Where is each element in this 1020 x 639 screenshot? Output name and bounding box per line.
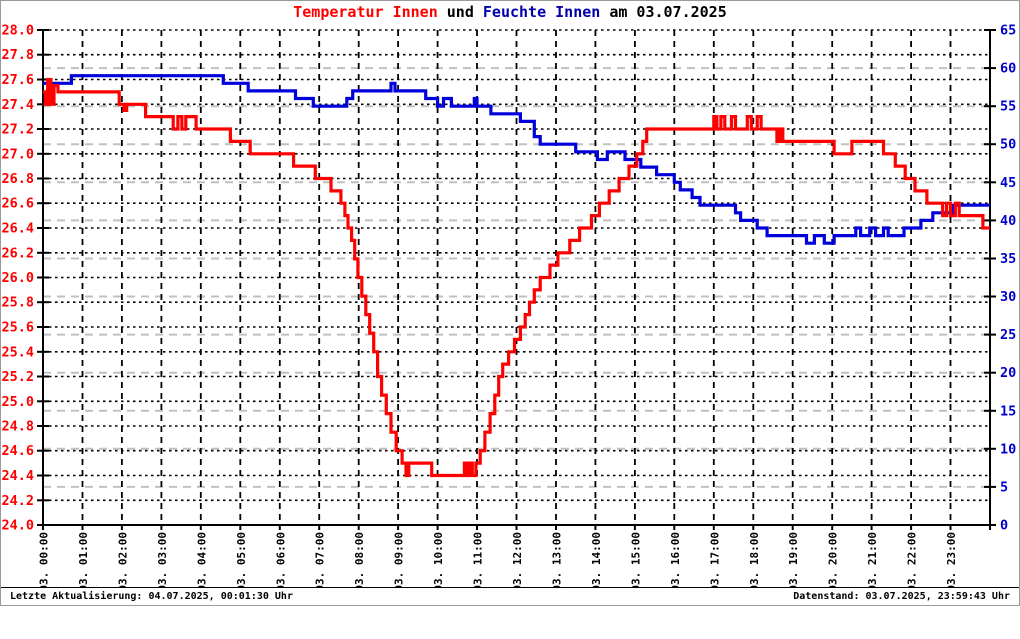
title-connector: und: [437, 3, 483, 21]
humidity-line: [43, 74, 990, 245]
x-axis-label: 03. 23:00: [945, 532, 958, 592]
right-axis-label: 15: [1000, 403, 1016, 419]
x-axis-label: 03. 03:00: [156, 532, 169, 592]
left-axis-label: 27.4: [1, 97, 34, 113]
right-axis-label: 25: [1000, 327, 1016, 343]
left-axis-label: 26.8: [1, 171, 34, 187]
x-axis-label: 03. 09:00: [393, 532, 406, 592]
data-timestamp-text: Datenstand: 03.07.2025, 23:59:43 Uhr: [793, 591, 1010, 602]
left-axis-label: 26.6: [1, 196, 34, 212]
left-axis-label: 24.0: [1, 518, 34, 534]
right-axis-label: 45: [1000, 175, 1016, 191]
x-axis-label: 03. 00:00: [38, 532, 51, 592]
left-axis-label: 26.4: [1, 221, 34, 237]
title-humidity-label: Feuchte Innen: [482, 3, 601, 21]
x-axis-label: 03. 11:00: [472, 532, 485, 592]
left-axis-label: 24.8: [1, 419, 34, 435]
left-axis-label: 27.2: [1, 122, 34, 138]
right-axis-label: 55: [1000, 99, 1016, 115]
left-axis-label: 26.2: [1, 245, 34, 261]
left-axis-label: 25.4: [1, 344, 34, 360]
left-axis-label: 24.4: [1, 468, 34, 484]
left-axis-label: 27.6: [1, 72, 34, 88]
right-axis-label: 50: [1000, 137, 1016, 153]
left-axis-label: 27.8: [1, 47, 34, 63]
left-axis-label: 28.0: [1, 23, 34, 39]
title-date-suffix: am 03.07.2025: [600, 3, 727, 21]
x-axis-label: 03. 18:00: [748, 532, 761, 592]
left-axis-label: 25.8: [1, 295, 34, 311]
x-axis-label: 03. 21:00: [866, 532, 879, 592]
right-axis-label: 0: [1000, 518, 1008, 534]
left-axis-label: 26.0: [1, 270, 34, 286]
right-axis-label: 5: [1000, 479, 1008, 495]
last-update-text: Letzte Aktualisierung: 04.07.2025, 00:01…: [10, 591, 293, 602]
left-axis-label: 25.2: [1, 369, 34, 385]
right-axis-label: 65: [1000, 23, 1016, 39]
x-axis-label: 03. 12:00: [511, 532, 524, 592]
right-axis-label: 60: [1000, 61, 1016, 77]
x-axis-label: 03. 14:00: [590, 532, 603, 592]
footer-bar: Letzte Aktualisierung: 04.07.2025, 00:01…: [0, 587, 1020, 606]
right-axis-label: 20: [1000, 365, 1016, 381]
x-axis-label: 03. 02:00: [116, 532, 129, 592]
x-axis-label: 03. 16:00: [669, 532, 682, 592]
left-axis-label: 27.0: [1, 146, 34, 162]
x-axis-label: 03. 17:00: [708, 532, 721, 592]
chart-canvas: 28.0 27.8 27.6 27.4 27.2 27.0 26.8 26.6 26.4 26.2…: [1, 23, 1016, 592]
left-axis-label: 24.6: [1, 443, 34, 459]
temperature-line: [43, 77, 990, 478]
x-axis-label: 03. 13:00: [551, 532, 564, 592]
x-axis-label: 03. 06:00: [274, 532, 287, 592]
x-axis-label: 03. 05:00: [235, 532, 248, 592]
x-axis-label: 03. 04:00: [195, 532, 208, 592]
x-axis-label: 03. 10:00: [432, 532, 445, 592]
right-axis-label: 30: [1000, 289, 1016, 305]
x-axis-label: 03. 20:00: [827, 532, 840, 592]
x-axis-label: 03. 19:00: [787, 532, 800, 592]
right-axis-label: 10: [1000, 441, 1016, 457]
left-axis-label: 24.2: [1, 493, 34, 509]
x-axis-label: 03. 01:00: [77, 532, 90, 592]
left-axis-label: 25.6: [1, 320, 34, 336]
x-axis-label: 03. 15:00: [629, 532, 642, 592]
x-axis-label: 03. 22:00: [906, 532, 919, 592]
left-axis-label: 25.0: [1, 394, 34, 410]
chart-title: Temperatur Innen und Feuchte Innen am 03…: [0, 3, 1020, 21]
x-axis-label: 03. 07:00: [314, 532, 327, 592]
title-temperature-label: Temperatur Innen: [293, 3, 438, 21]
right-axis-label: 40: [1000, 213, 1016, 229]
x-axis-label: 03. 08:00: [353, 532, 366, 592]
right-axis-label: 35: [1000, 251, 1016, 267]
